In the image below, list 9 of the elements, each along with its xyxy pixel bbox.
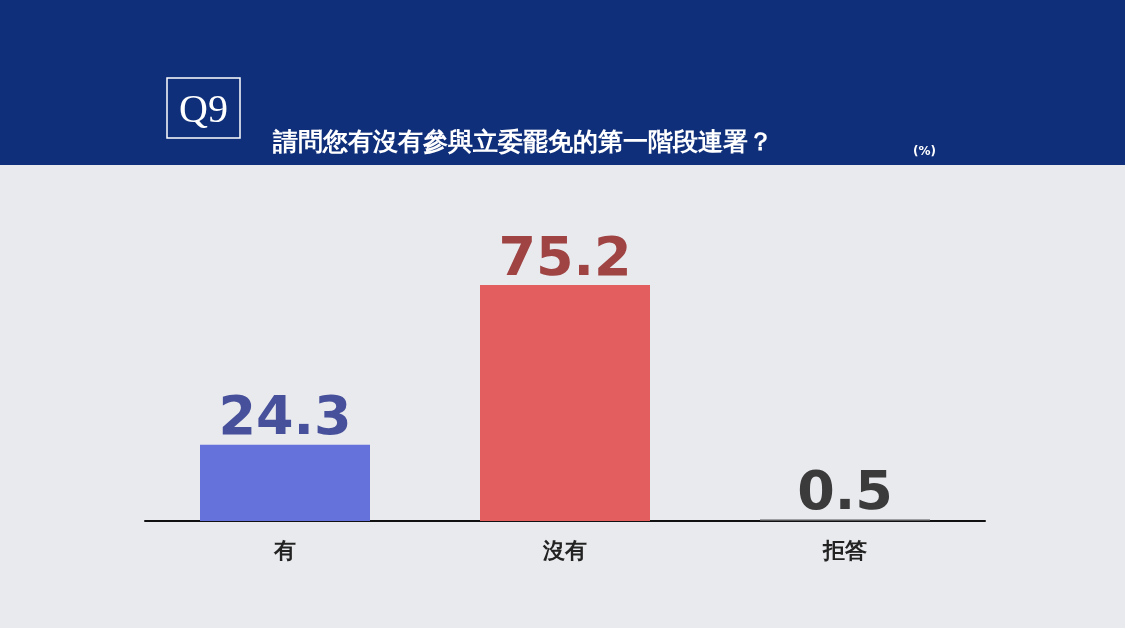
data-label: 0.5: [797, 458, 893, 522]
text: (%): [913, 144, 936, 158]
x-tick-label: 拒答: [822, 537, 867, 563]
chart-title: Q9: [179, 85, 228, 131]
data-label: 24.3: [218, 384, 352, 448]
data-label: 75.2: [498, 224, 632, 288]
x-tick-label: 沒有: [542, 537, 587, 563]
x-tick-label: 有: [273, 537, 296, 563]
chart-subtitle: 請問您有沒有參與立委罷免的第一階段連署？: [272, 127, 773, 156]
